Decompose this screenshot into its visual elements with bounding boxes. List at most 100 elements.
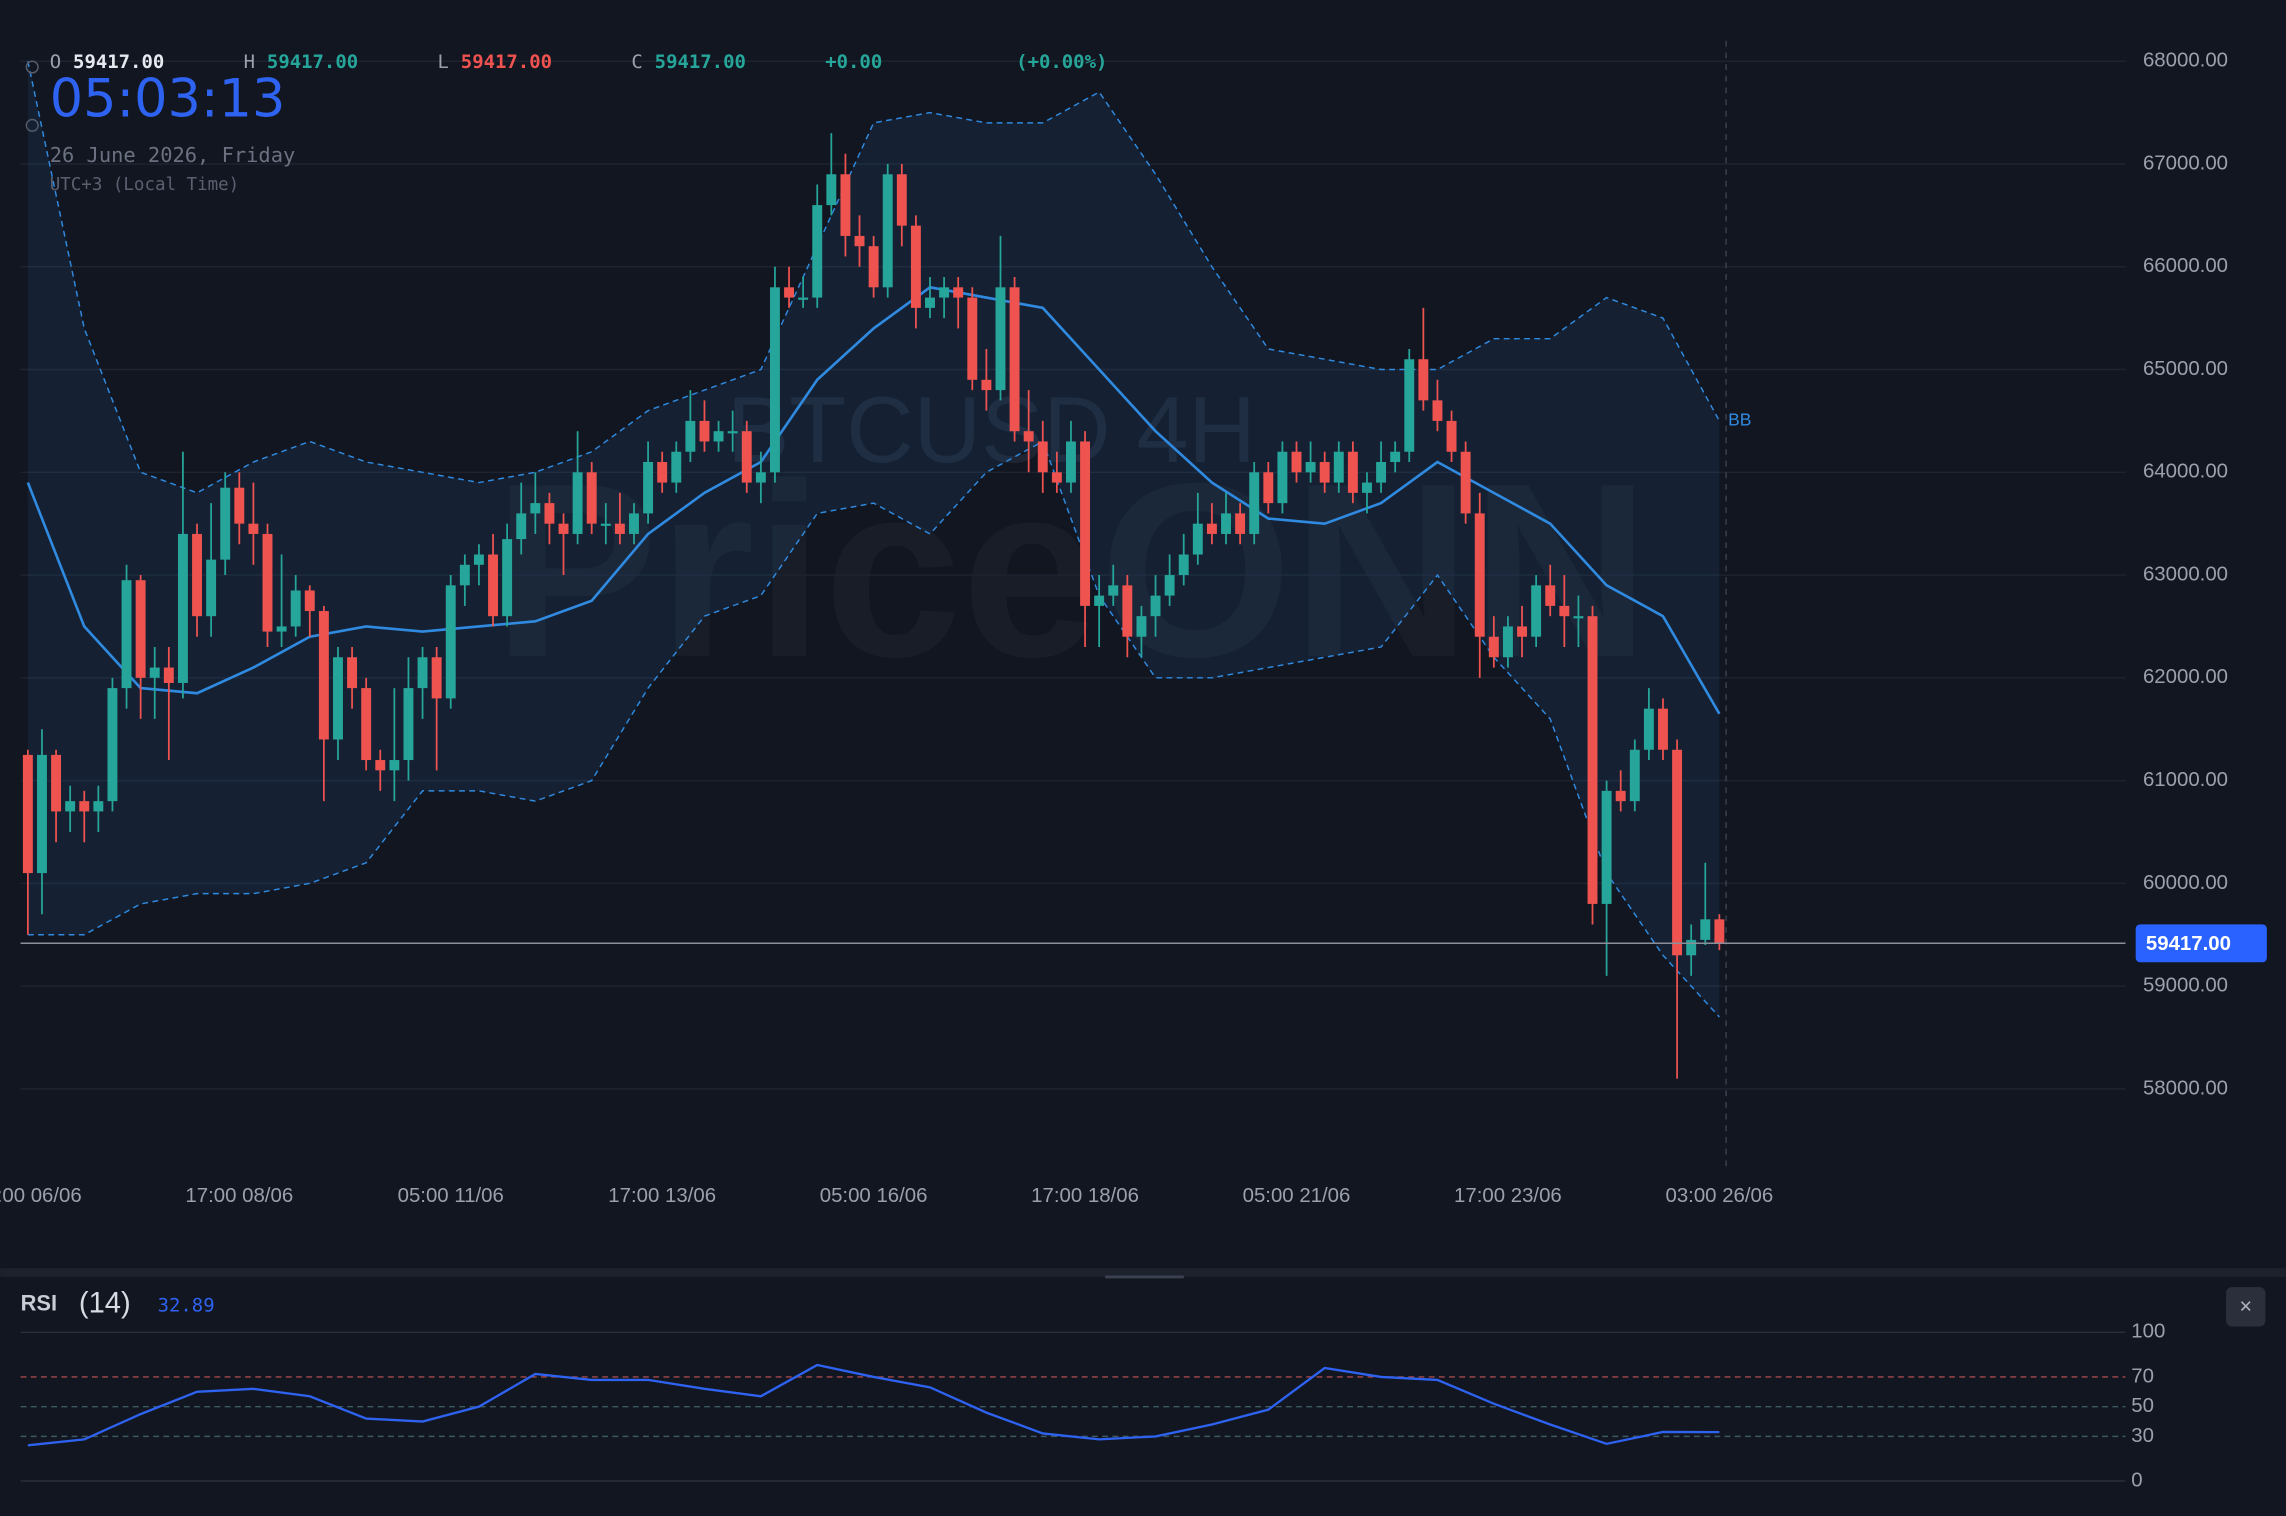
candle-body: [1333, 451, 1344, 483]
candle-body: [248, 523, 259, 534]
watermark-symbol: BTCUSD 4H: [727, 378, 1256, 482]
candle-body: [1672, 749, 1683, 956]
candle-body: [79, 801, 90, 812]
candle-body: [361, 688, 372, 761]
candle-body: [304, 590, 315, 612]
close-icon[interactable]: ×: [2239, 1293, 2252, 1318]
candle-body: [1221, 513, 1231, 534]
candle-body: [149, 667, 160, 678]
candle-body: [544, 503, 555, 524]
c-value: 59417.00: [655, 51, 746, 73]
candle-body: [530, 503, 541, 514]
candle-body: [741, 431, 752, 483]
ohlc-header: O 59417.00 H 59417.00 L 59417.00 C 59417…: [25, 51, 1107, 195]
candle-body: [572, 472, 583, 534]
rsi-tick-label: 0: [2131, 1469, 2142, 1491]
candle-body: [671, 451, 682, 483]
h-label: H: [244, 51, 255, 73]
candle-body: [1686, 939, 1697, 956]
candle-body: [290, 590, 301, 627]
candle-body: [1206, 523, 1217, 534]
x-tick-label: 03:00 26/06: [1666, 1185, 1774, 1207]
candle-body: [713, 431, 724, 442]
candle-body: [1080, 441, 1091, 606]
candle-body: [995, 287, 1006, 391]
y-tick-label: 62000.00: [2143, 666, 2228, 688]
rsi-tick-label: 30: [2131, 1425, 2154, 1447]
y-tick-label: 61000.00: [2143, 769, 2228, 791]
candle-body: [939, 287, 950, 298]
rsi-tick-label: 50: [2131, 1395, 2154, 1417]
candle-body: [1051, 472, 1062, 483]
candle-body: [389, 760, 400, 771]
last-price-box: [2135, 924, 2267, 963]
candle-body: [1502, 626, 1513, 658]
candle-body: [981, 379, 992, 391]
y-tick-label: 58000.00: [2143, 1077, 2228, 1099]
candle-body: [22, 754, 33, 874]
date: 26 June 2026, Friday: [50, 143, 296, 167]
candle-body: [234, 487, 245, 524]
rsi-tick-label: 70: [2131, 1365, 2154, 1387]
candle-body: [1517, 626, 1527, 637]
candle-body: [1658, 708, 1668, 750]
y-tick-label: 63000.00: [2143, 563, 2228, 585]
candle-body: [925, 297, 935, 308]
candle-body: [1629, 749, 1640, 802]
candle-body: [1432, 400, 1443, 421]
bb-label: BB: [1728, 410, 1751, 430]
candle-body: [375, 760, 386, 771]
candle-body: [1714, 919, 1725, 944]
candle-body: [459, 564, 470, 586]
eye-icon[interactable]: [25, 118, 39, 132]
rsi-current: 32.89: [158, 1295, 215, 1317]
candle-body: [1488, 636, 1499, 658]
x-tick-label: 17:00 13/06: [608, 1185, 716, 1207]
candle-body: [769, 287, 780, 473]
grid: 58000.00 59000.00 60000.00 61000.00 62000.00…: [20, 50, 2228, 1099]
close-button[interactable]: [2226, 1287, 2266, 1327]
candle-body: [826, 174, 837, 206]
candle-body: [699, 420, 710, 442]
candle-body: [502, 539, 513, 617]
x-tick-label: 05:00 21/06: [1243, 1185, 1351, 1207]
y-tick-label: 67000.00: [2143, 152, 2228, 174]
candle-body: [600, 523, 611, 526]
candle-body: [812, 205, 823, 298]
candle-body: [784, 287, 794, 298]
candle-body: [1122, 585, 1133, 637]
rsi-pane: RSI (14) 32.89 × 0 30 50 70 100: [20, 1287, 2266, 1491]
candle-body: [1376, 462, 1387, 483]
candle-body: [1263, 472, 1274, 504]
candle-body: [868, 246, 879, 288]
candle-body: [1474, 513, 1485, 637]
candle-body: [1559, 605, 1570, 617]
candle-body: [135, 580, 146, 678]
candle-body: [262, 533, 273, 632]
watermark: BTCUSD 4H PriceONN: [493, 378, 1650, 709]
candle-body: [192, 533, 202, 617]
candle-body: [1037, 441, 1048, 473]
pane-divider[interactable]: [0, 1268, 2286, 1277]
candle-body: [1235, 513, 1246, 534]
x-tick-label: 05:00 16/06: [820, 1185, 928, 1207]
candle-body: [93, 801, 104, 812]
candle-body: [51, 754, 62, 812]
x-tick-label: 05:00 11/06: [398, 1185, 504, 1207]
candle-body: [1305, 462, 1316, 473]
candle-body: [586, 472, 597, 524]
candle-body: [1178, 554, 1189, 576]
candle-body: [1531, 585, 1542, 637]
candle-body: [403, 688, 414, 761]
bb-lower: [27, 440, 1720, 1018]
candle-body: [488, 554, 498, 617]
eye-icon[interactable]: [25, 60, 39, 74]
candle-body: [431, 657, 442, 699]
change: +0.00: [825, 51, 882, 73]
candle-body: [1023, 431, 1034, 442]
candle-body: [1700, 919, 1711, 940]
candle-body: [1136, 616, 1147, 637]
candle-body: [1418, 359, 1429, 401]
candle-body: [910, 225, 921, 308]
